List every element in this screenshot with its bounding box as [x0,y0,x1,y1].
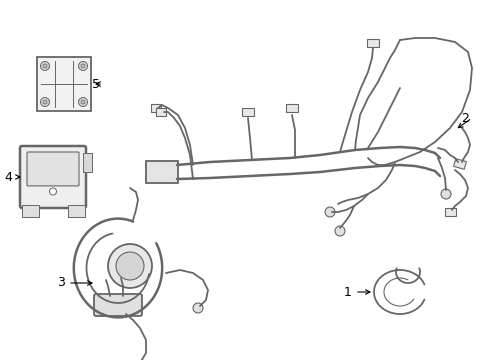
Bar [242,108,254,116]
FancyBboxPatch shape [146,161,178,183]
Bar [151,104,161,112]
FancyBboxPatch shape [68,204,84,216]
Circle shape [41,62,49,71]
Circle shape [116,252,144,280]
Circle shape [43,64,47,68]
Circle shape [193,303,203,313]
FancyBboxPatch shape [20,146,86,208]
Circle shape [78,98,88,107]
Bar [444,208,456,216]
Bar [156,108,166,116]
Circle shape [41,98,49,107]
Circle shape [43,100,47,104]
Circle shape [81,64,85,68]
FancyBboxPatch shape [94,294,142,316]
FancyBboxPatch shape [82,153,92,171]
Circle shape [81,100,85,104]
Bar [286,104,298,112]
Text: 3: 3 [57,276,65,289]
Circle shape [335,226,345,236]
Circle shape [78,62,88,71]
Text: 4: 4 [4,171,12,184]
Text: 2: 2 [461,112,469,125]
FancyBboxPatch shape [22,204,39,216]
Circle shape [441,189,451,199]
Bar [367,39,379,47]
Bar [454,159,466,169]
Text: 1: 1 [344,285,352,298]
Text: 5: 5 [92,77,100,90]
FancyBboxPatch shape [27,152,79,186]
Circle shape [108,244,152,288]
FancyBboxPatch shape [37,57,91,111]
Circle shape [325,207,335,217]
Circle shape [49,188,56,195]
